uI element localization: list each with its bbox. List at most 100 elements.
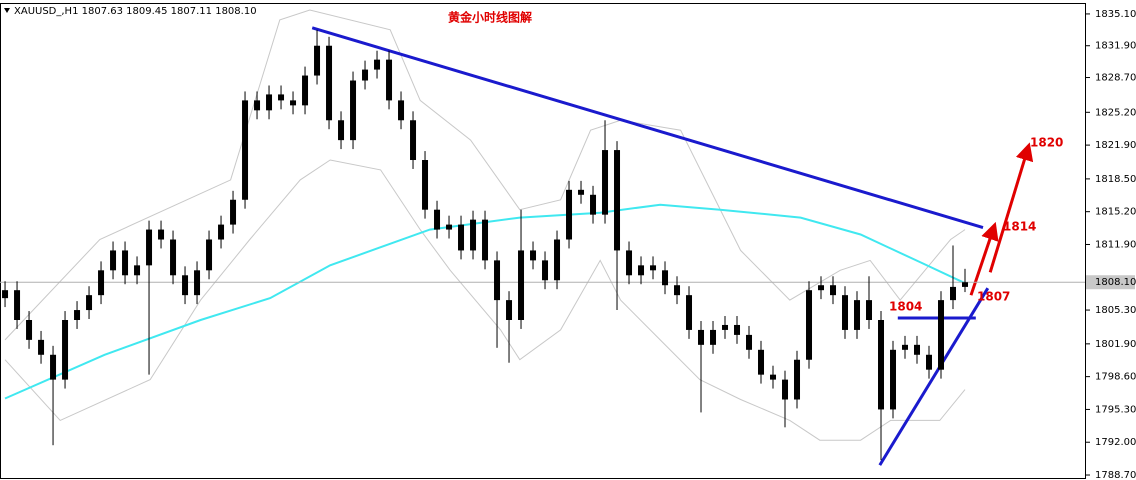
candle-body [110,250,117,271]
arrow [988,142,1034,273]
y-tick-label: 1821.90 [1095,140,1136,151]
candle-body [758,349,765,375]
y-tick-label: 1805.30 [1095,305,1136,316]
y-tick-label: 1811.90 [1095,239,1136,250]
candle-body [806,290,813,360]
candle-body [170,239,177,276]
candle-body [290,100,297,106]
candle-body [746,334,753,350]
candle-body [566,189,573,240]
candle-body [794,359,801,400]
y-tick-label: 1831.90 [1095,41,1136,52]
candle-body [134,265,141,276]
y-tick-label: 1795.30 [1095,404,1136,415]
candle-body [86,295,93,311]
candle-body [938,300,945,370]
candle-body [686,295,693,330]
candle-body [782,379,789,400]
candle-body [626,250,633,276]
candle-body [470,219,477,251]
candle-body [734,324,741,335]
candle-body [230,199,237,225]
candle-body [26,319,33,340]
line-series [4,203,966,400]
candle-body [482,219,489,261]
candle-body [578,189,585,195]
candle-body [662,270,669,286]
candle-body [254,100,261,111]
annotation: 1820 [1030,136,1063,150]
price-tag [1086,275,1135,290]
y-tick-label: 1828.70 [1095,73,1136,84]
candle-body [458,224,465,251]
candle-body [278,94,285,101]
candle-body [314,45,321,76]
candle-body [50,354,57,380]
annotation: 1814 [1003,220,1036,234]
candle-body [818,285,825,291]
candle-body [722,324,729,330]
candle-body [38,339,45,355]
y-tick-label: 1801.90 [1095,339,1136,350]
candle-body [386,59,393,101]
candle-body [218,224,225,240]
candle-body [14,290,21,320]
candle-body [158,229,165,240]
y-tick-label: 1815.20 [1095,207,1136,218]
candle-body [62,319,69,380]
line-series [878,287,990,466]
y-tick-label: 1788.70 [1095,470,1136,480]
candle-body [2,290,9,299]
annotation: 1807 [977,290,1010,304]
candle-body [890,349,897,410]
symbol-header: XAUUSD_,H1 1807.63 1809.45 1807.11 1808.… [14,6,257,17]
candle-body [242,100,249,200]
candle-body [602,150,609,215]
candle-body [710,329,717,345]
candle-body [506,300,513,320]
candle-body [554,239,561,281]
candle-body [950,286,957,301]
candle-body [374,59,381,70]
candle-body [590,194,597,215]
candle-body [962,282,969,287]
candle-body [326,45,333,121]
candle-body [302,75,309,106]
y-tick-label: 1835.10 [1095,9,1136,20]
candle-body [494,260,501,301]
plot-frame [0,3,1086,479]
candle-body [206,239,213,271]
candle-body [182,275,189,296]
y-tick-label: 1825.20 [1095,107,1136,118]
candle-body [266,94,273,111]
line-series [311,26,984,230]
line-series [4,9,966,341]
candle-body [878,319,885,410]
candle-body [854,300,861,330]
annotation: 1804 [889,300,922,314]
line-series [4,159,966,441]
candle-body [434,209,441,230]
candle-body [194,270,201,296]
candle-body [98,270,105,296]
arrow [969,221,999,296]
candle-body [902,344,909,350]
candle-body [530,250,537,261]
candle-body [866,300,873,320]
candle-body [446,224,453,230]
y-tick-label: 1798.60 [1095,372,1136,383]
chart-title: 黄金小时线图解 [448,10,532,25]
candle-body [830,285,837,296]
candle-body [410,120,417,161]
candle-body [698,329,705,345]
candle-body [638,265,645,276]
candle-body [362,69,369,81]
candle-body [398,100,405,121]
candle-body [422,160,429,210]
price-tag-label: 1808.10 [1095,277,1136,288]
menu-triangle [4,8,10,13]
candle-body [146,229,153,266]
candle-body [338,120,345,141]
y-tick-label: 1818.50 [1095,174,1136,185]
